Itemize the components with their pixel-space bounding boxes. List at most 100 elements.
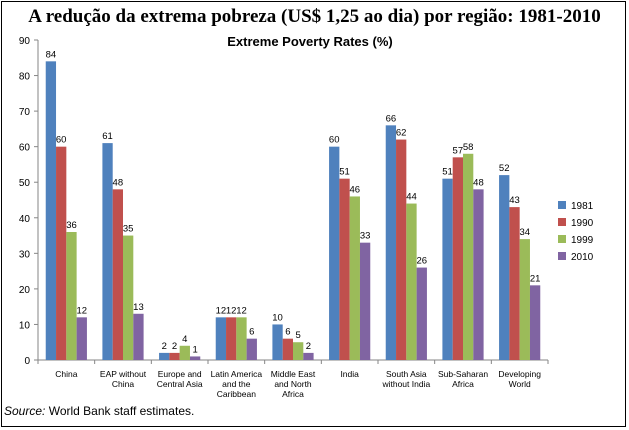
data-label: 62 — [396, 128, 407, 139]
data-label: 48 — [473, 177, 484, 188]
x-category-label: Latin America and the Caribbean — [211, 369, 263, 399]
y-tick-label: 0 — [24, 356, 30, 367]
bar — [359, 242, 371, 360]
bar — [56, 146, 67, 360]
data-label: 1 — [192, 344, 197, 355]
y-tick-label: 90 — [19, 36, 31, 47]
legend-swatch — [558, 252, 566, 260]
data-label: 60 — [329, 135, 340, 146]
bar — [339, 178, 350, 360]
bar — [442, 178, 453, 360]
x-category-line: Sub-Saharan — [438, 369, 488, 379]
bar — [66, 232, 77, 360]
x-category-line: South Asia — [386, 369, 427, 379]
data-label: 21 — [530, 273, 541, 284]
data-label: 58 — [463, 142, 474, 153]
y-tick-label: 50 — [19, 178, 31, 189]
bar — [529, 285, 541, 360]
x-category-line: Central Asia — [157, 379, 203, 389]
legend-label: 2010 — [571, 252, 594, 263]
y-tick-label: 70 — [19, 107, 31, 118]
data-label: 6 — [249, 327, 254, 338]
bar — [282, 338, 293, 360]
data-label: 84 — [46, 49, 57, 60]
bar — [102, 143, 113, 360]
x-category-line: Africa — [282, 389, 304, 399]
chart-title: Extreme Poverty Rates (%) — [227, 34, 392, 49]
x-category-label: EAP without China — [100, 369, 147, 389]
y-tick-label: 80 — [19, 72, 31, 83]
bar — [159, 352, 170, 360]
bar — [463, 153, 474, 360]
bar — [452, 157, 463, 360]
bar — [349, 196, 360, 360]
data-label: 48 — [113, 177, 124, 188]
x-category-line: Africa — [452, 379, 474, 389]
data-label: 36 — [66, 220, 77, 231]
bar — [293, 342, 304, 360]
bar — [215, 317, 227, 360]
legend-swatch — [558, 218, 566, 226]
data-label: 6 — [285, 327, 290, 338]
x-category-label: China — [55, 369, 77, 379]
x-category-label: Middle East and North Africa — [271, 369, 316, 399]
data-label: 12 — [76, 305, 87, 316]
data-label: 51 — [442, 167, 453, 178]
data-label: 2 — [172, 341, 177, 352]
x-category-line: Europe and — [158, 369, 202, 379]
data-label: 46 — [350, 184, 361, 195]
bar — [499, 175, 510, 360]
data-label: 51 — [339, 167, 350, 178]
data-label: 44 — [406, 192, 417, 203]
data-label: 10 — [272, 312, 283, 323]
x-category-label: Sub-Saharan Africa — [438, 369, 488, 389]
data-label: 66 — [386, 113, 397, 124]
source-text: World Bank staff estimates. — [48, 404, 195, 418]
x-category-line: and the — [222, 379, 251, 389]
bar — [179, 345, 190, 360]
bar — [45, 61, 57, 360]
data-label: 43 — [509, 195, 520, 206]
y-tick-label: 10 — [19, 320, 31, 331]
data-label: 26 — [416, 256, 427, 267]
y-tick-label: 60 — [19, 143, 31, 154]
x-category-line: China — [112, 379, 134, 389]
legend-label: 1999 — [571, 235, 594, 246]
data-label: 61 — [102, 131, 113, 142]
data-label: 4 — [182, 334, 187, 345]
source-note: Source: World Bank staff estimates. — [4, 404, 194, 418]
x-category-line: Latin America — [211, 369, 263, 379]
data-label: 12 — [226, 305, 237, 316]
bar — [396, 139, 407, 360]
data-label: 2 — [306, 341, 311, 352]
legend-label: 1981 — [571, 201, 594, 212]
bar — [272, 324, 283, 360]
data-label: 35 — [123, 224, 134, 235]
legend-swatch — [558, 201, 566, 209]
bar — [76, 317, 87, 360]
legend-swatch — [558, 235, 566, 243]
data-label: 12 — [216, 305, 227, 316]
bar — [385, 125, 397, 360]
y-tick-label: 20 — [19, 285, 31, 296]
bar — [133, 313, 144, 360]
x-category-line: EAP without — [100, 369, 147, 379]
x-category-label: Europe and Central Asia — [157, 369, 203, 389]
figure-headline: A redução da extrema pobreza (US$ 1,25 a… — [28, 6, 601, 27]
x-category-label: South Asia without India — [381, 369, 430, 389]
x-category-label: Developing World — [498, 369, 541, 389]
data-label: 5 — [296, 330, 301, 341]
bar — [169, 352, 180, 360]
data-label: 34 — [520, 227, 531, 238]
bar — [519, 239, 530, 360]
bar — [189, 356, 201, 360]
x-category-line: China — [55, 369, 77, 379]
bar — [509, 207, 520, 360]
bar — [112, 189, 123, 360]
bar — [226, 317, 237, 360]
y-tick-label: 40 — [19, 214, 31, 225]
x-category-line: Caribbean — [217, 389, 256, 399]
bar — [329, 146, 340, 360]
